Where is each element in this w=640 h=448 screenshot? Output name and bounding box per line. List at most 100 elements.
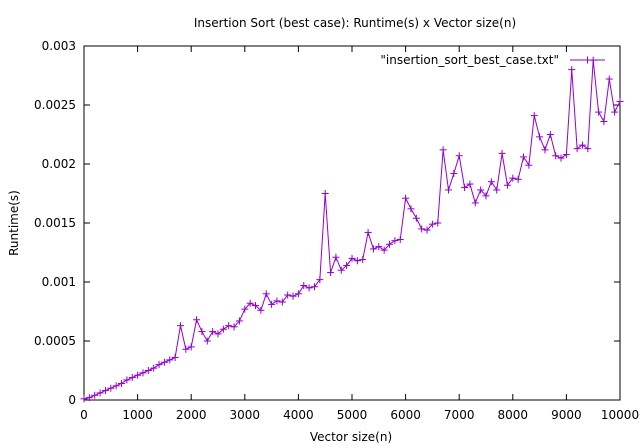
data-point	[375, 243, 383, 251]
y-tick-label-0: 0	[68, 393, 76, 407]
data-point	[262, 290, 270, 298]
data-point	[541, 146, 549, 154]
data-point	[595, 108, 603, 116]
data-point	[600, 118, 608, 126]
data-point	[509, 174, 517, 182]
data-point	[91, 391, 99, 399]
x-tick-label-8: 8000	[498, 408, 529, 422]
data-point	[166, 356, 174, 364]
legend: "insertion_sort_best_case.txt"	[380, 53, 605, 67]
x-tick-label-2: 2000	[176, 408, 207, 422]
chart-title: Insertion Sort (best case): Runtime(s) x…	[194, 16, 516, 30]
data-point	[160, 358, 168, 366]
data-point	[85, 394, 93, 402]
data-point	[300, 282, 308, 290]
data-point	[327, 269, 335, 277]
data-point	[611, 108, 619, 116]
data-point	[155, 361, 163, 369]
y-tick-label-4: 0.002	[42, 157, 76, 171]
legend-marker	[584, 56, 591, 64]
data-point	[284, 291, 292, 299]
legend-label: "insertion_sort_best_case.txt"	[380, 53, 559, 67]
x-tick-label-10: 10000	[601, 408, 639, 422]
data-point	[225, 322, 233, 330]
data-point	[182, 345, 190, 353]
data-point	[337, 266, 345, 274]
data-point	[305, 284, 313, 292]
data-point	[316, 276, 324, 284]
data-point	[80, 395, 88, 403]
plot-frame	[83, 45, 621, 401]
data-point	[428, 220, 436, 228]
data-point	[487, 178, 495, 186]
data-point	[616, 97, 624, 105]
data-point	[241, 305, 249, 313]
data-point	[203, 337, 211, 345]
x-tick-label-0: 0	[80, 408, 88, 422]
data-point	[477, 186, 485, 194]
x-tick-label-6: 6000	[390, 408, 421, 422]
data-point	[332, 253, 340, 261]
x-axis-ticks: 0 1000 2000 3000 4000 5000 6000 7000 8000 9000 100…	[80, 46, 639, 422]
data-point	[278, 298, 286, 306]
y-tick-label-1: 0.0005	[34, 334, 76, 348]
data-point	[514, 175, 522, 183]
data-point	[530, 112, 538, 120]
x-tick-label-9: 9000	[551, 408, 582, 422]
data-point	[128, 374, 136, 382]
data-point	[268, 300, 276, 308]
data-point	[101, 387, 109, 395]
data-point	[546, 131, 554, 138]
data-point	[380, 246, 388, 254]
data-point	[348, 254, 356, 262]
data-point	[407, 205, 415, 213]
data-point	[273, 297, 281, 305]
data-point	[364, 228, 372, 236]
data-point	[557, 154, 565, 162]
data-point	[434, 219, 442, 227]
data-point	[257, 306, 265, 314]
data-point	[423, 226, 431, 234]
data-point	[246, 299, 254, 307]
data-point	[412, 214, 420, 222]
data-point	[96, 389, 104, 397]
data-point	[321, 190, 329, 197]
data-point	[219, 325, 227, 333]
data-point	[498, 149, 506, 157]
data-point	[418, 225, 426, 233]
data-point	[444, 186, 452, 194]
data-point	[294, 290, 302, 298]
data-point	[150, 364, 158, 372]
data-point	[466, 180, 474, 188]
data-point	[235, 317, 243, 325]
data-point	[552, 152, 560, 160]
data-point	[461, 184, 469, 192]
data-point	[391, 237, 399, 245]
data-point	[112, 382, 120, 390]
data-point	[289, 292, 297, 300]
x-tick-label-5: 5000	[337, 408, 368, 422]
data-point	[455, 152, 463, 160]
y-tick-label-2: 0.001	[42, 275, 76, 289]
data-point	[209, 328, 217, 336]
data-point	[493, 186, 501, 194]
data-point	[396, 236, 404, 244]
data-point	[252, 302, 260, 310]
data-point	[310, 283, 318, 291]
data-point	[139, 369, 147, 377]
data-point	[386, 240, 394, 248]
y-axis-label: Runtime(s)	[7, 190, 21, 256]
data-point	[584, 145, 592, 153]
data-point	[343, 261, 351, 269]
data-point	[605, 75, 613, 83]
x-tick-label-4: 4000	[283, 408, 314, 422]
data-point	[187, 343, 195, 351]
y-tick-label-3: 0.0015	[34, 216, 76, 230]
data-point	[176, 322, 184, 330]
data-point	[230, 323, 238, 331]
data-point	[123, 376, 131, 384]
x-tick-label-7: 7000	[444, 408, 475, 422]
data-point	[144, 367, 152, 374]
